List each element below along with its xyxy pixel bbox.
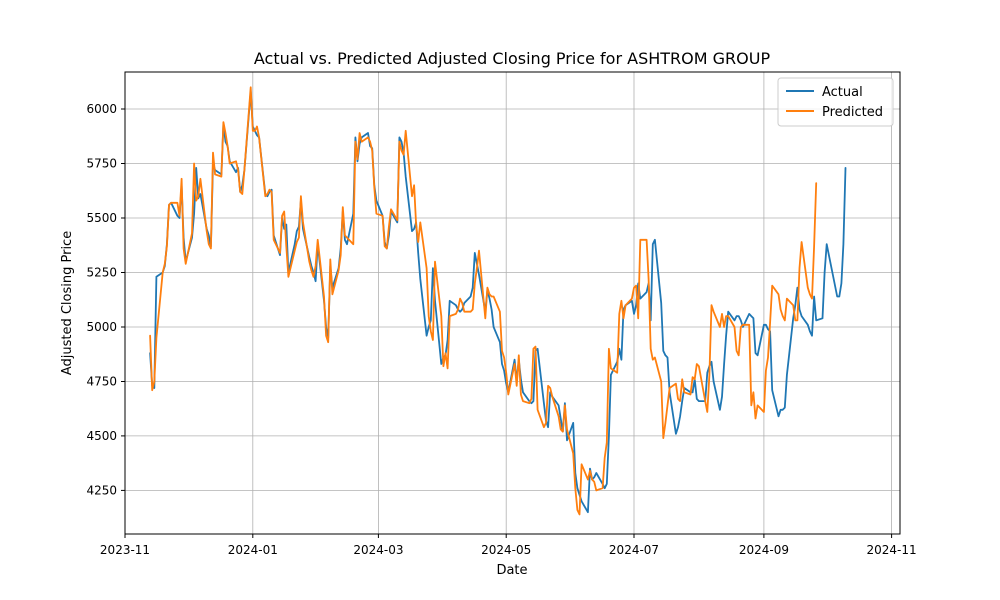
grid xyxy=(124,72,900,534)
y-tick-label: 5750 xyxy=(86,157,117,171)
y-tick-label: 5500 xyxy=(86,211,117,225)
y-axis-label: Adjusted Closing Price xyxy=(60,231,75,375)
x-tick-label: 2024-01 xyxy=(228,543,278,557)
x-tick-label: 2024-09 xyxy=(739,543,789,557)
y-tick-label: 4500 xyxy=(86,429,117,443)
x-tick-label: 2024-07 xyxy=(609,543,659,557)
x-tick-label: 2024-03 xyxy=(353,543,403,557)
x-tick-label: 2023-11 xyxy=(100,543,150,557)
legend-label-predicted: Predicted xyxy=(822,105,883,120)
y-tick-label: 5000 xyxy=(86,320,117,334)
y-tick-label: 5250 xyxy=(86,266,117,280)
x-tick-label: 2024-05 xyxy=(481,543,531,557)
x-axis-ticks: 2023-11 2024-01 2024-03 2024-05 2024-07 2024-… xyxy=(100,534,917,557)
x-axis-label: Date xyxy=(496,563,527,578)
series-line-predicted xyxy=(149,86,818,516)
plot-frame xyxy=(124,71,901,535)
y-axis-ticks: 4250 4500 4750 5000 5250 5500 5750 6000 xyxy=(86,102,125,497)
y-tick-label: 4750 xyxy=(86,375,117,389)
x-tick-label: 2024-11 xyxy=(867,543,917,557)
legend: Actual Predicted xyxy=(777,77,894,127)
series-layer xyxy=(149,86,847,516)
y-tick-label: 4250 xyxy=(86,483,117,497)
chart-title: Actual vs. Predicted Adjusted Closing Pr… xyxy=(254,49,771,68)
y-tick-label: 6000 xyxy=(86,102,117,116)
legend-label-actual: Actual xyxy=(822,85,863,100)
